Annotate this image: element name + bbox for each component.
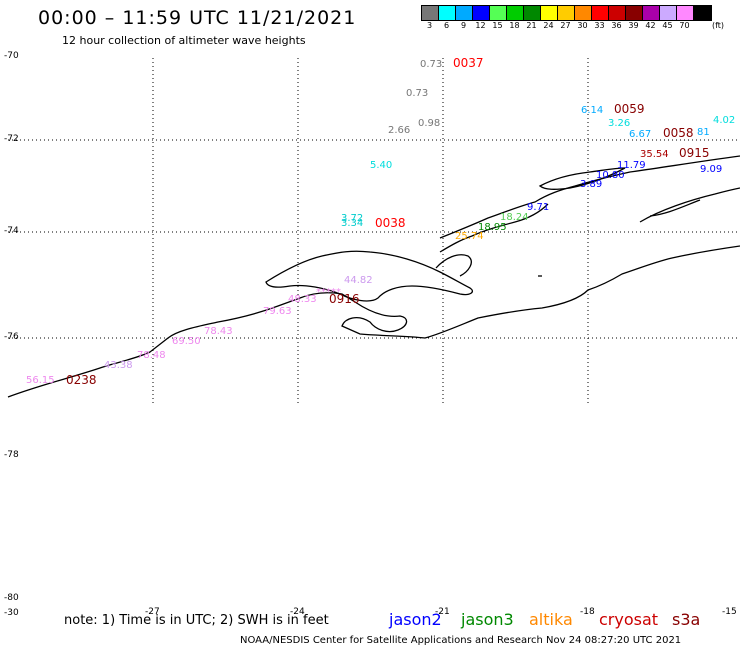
swh-label: 5.40	[370, 160, 392, 171]
swh-label: 3.89	[580, 179, 602, 190]
color-swatch	[524, 6, 541, 20]
swh-label: *****	[316, 287, 341, 298]
color-scale-tick: 15	[492, 21, 503, 30]
color-scale-tick: 33	[594, 21, 605, 30]
color-swatch	[439, 6, 456, 20]
color-scale-tick: 12	[475, 21, 486, 30]
swh-labels: 0.73 0.73 0.98 2.66 5.40 6.14 3.266.67 814.02 35…	[26, 59, 735, 386]
pass-time-label: 0038	[375, 216, 406, 230]
color-scale-tick: 36	[611, 21, 622, 30]
color-swatch	[677, 6, 694, 20]
color-swatch	[694, 6, 711, 20]
color-scale-tick: 70	[679, 21, 690, 30]
color-swatch	[456, 6, 473, 20]
swh-label: 78.48	[137, 350, 166, 361]
color-scale-tick: 30	[577, 21, 588, 30]
color-scale-tick: 18	[509, 21, 520, 30]
color-scale-tick: 27	[560, 21, 571, 30]
swh-label: 79.63	[263, 306, 292, 317]
legend-s3a: s3a	[672, 610, 701, 629]
color-swatch	[507, 6, 524, 20]
color-swatch	[490, 6, 507, 20]
coastline	[7, 155, 740, 398]
swh-label: 69.50	[172, 336, 201, 347]
legend-jason2: jason2	[389, 610, 442, 629]
swh-label: 78.43	[204, 326, 233, 337]
color-swatch	[541, 6, 558, 20]
swh-label: 48.33	[288, 294, 317, 305]
swh-label: 18.24	[500, 212, 529, 223]
color-swatch	[422, 6, 439, 20]
legend-cryosat: cryosat	[599, 610, 659, 629]
swh-label: 9.09	[700, 164, 722, 175]
lat-label-76: -76	[4, 332, 19, 342]
lat-label-78: -78	[4, 450, 19, 460]
swh-label: 18.95	[478, 222, 507, 233]
credit-line: NOAA/NESDIS Center for Satellite Applica…	[240, 635, 682, 646]
swh-label: 0.73	[420, 59, 442, 70]
pass-time-labels: 0037 0059 0058 0915 0038 0916 0238	[66, 56, 710, 387]
swh-label: 9.71	[527, 202, 549, 213]
color-scale-tick: 3	[426, 21, 433, 30]
swh-label: 3.72	[341, 213, 363, 224]
lon-label-27: -27	[145, 607, 160, 617]
lat-label-80: -80	[4, 593, 19, 603]
lon-label-15: -15	[722, 607, 737, 617]
pass-time-label: 0238	[66, 373, 97, 387]
color-scale-tick: 45	[662, 21, 673, 30]
color-swatch	[592, 6, 609, 20]
swh-label: 6.67	[629, 129, 651, 140]
pass-time-label: 0037	[453, 56, 484, 70]
color-scale-ticks: 3 6 9 12 15 18 21 24 27 30 33 36 39 42 45 70	[421, 21, 693, 30]
color-scale-tick: 24	[543, 21, 554, 30]
color-swatch	[609, 6, 626, 20]
lon-label-24: -24	[290, 607, 305, 617]
swh-label: 0.73	[406, 88, 428, 99]
pass-time-label: 0058	[663, 126, 694, 140]
swh-label: 3.34	[341, 218, 363, 229]
legend-altika: altika	[529, 610, 573, 629]
pass-time-label: 0059	[614, 102, 645, 116]
footer-note: note: 1) Time is in UTC; 2) SWH is in fe…	[64, 613, 329, 628]
color-scale-tick: 21	[526, 21, 537, 30]
color-swatch	[660, 6, 677, 20]
swh-label: 6.14	[581, 105, 603, 116]
swh-label: 56.15	[26, 375, 55, 386]
lon-label-30: -30	[4, 608, 19, 618]
lon-label-18: -18	[580, 607, 595, 617]
color-scale-tick: 42	[645, 21, 656, 30]
swh-label: 2.66	[388, 125, 410, 136]
color-scale-tick: 6	[443, 21, 450, 30]
color-swatch	[558, 6, 575, 20]
lat-label-70: -70	[4, 51, 19, 61]
swh-label: 0.98	[418, 118, 440, 129]
pass-time-label: 0915	[679, 146, 710, 160]
color-swatch	[626, 6, 643, 20]
swh-label: 44.82	[344, 275, 373, 286]
wave-height-color-scale	[421, 5, 712, 21]
swh-label: 3.26	[608, 118, 630, 129]
lat-label-72: -72	[4, 134, 19, 144]
swh-label: 35.54	[640, 149, 669, 160]
color-scale-tick: 9	[460, 21, 467, 30]
color-swatch	[473, 6, 490, 20]
swh-label: 11.79	[617, 160, 646, 171]
pass-time-label: 0916	[329, 292, 360, 306]
color-swatch	[643, 6, 660, 20]
swh-label: 25.74	[455, 231, 484, 242]
legend-jason3: jason3	[461, 610, 514, 629]
map-subtitle: 12 hour collection of altimeter wave hei…	[62, 34, 306, 47]
swh-label: 43.38	[104, 360, 133, 371]
color-swatch	[575, 6, 592, 20]
lat-label-74: -74	[4, 226, 19, 236]
swh-label: 81	[697, 127, 710, 138]
swh-label: 4.02	[713, 115, 735, 126]
map-title: 00:00 – 11:59 UTC 11/21/2021	[38, 7, 357, 29]
swh-label: 10.80	[596, 170, 625, 181]
color-scale-tick: 39	[628, 21, 639, 30]
color-scale-unit: (ft)	[712, 21, 725, 30]
lon-label-21: -21	[435, 607, 450, 617]
